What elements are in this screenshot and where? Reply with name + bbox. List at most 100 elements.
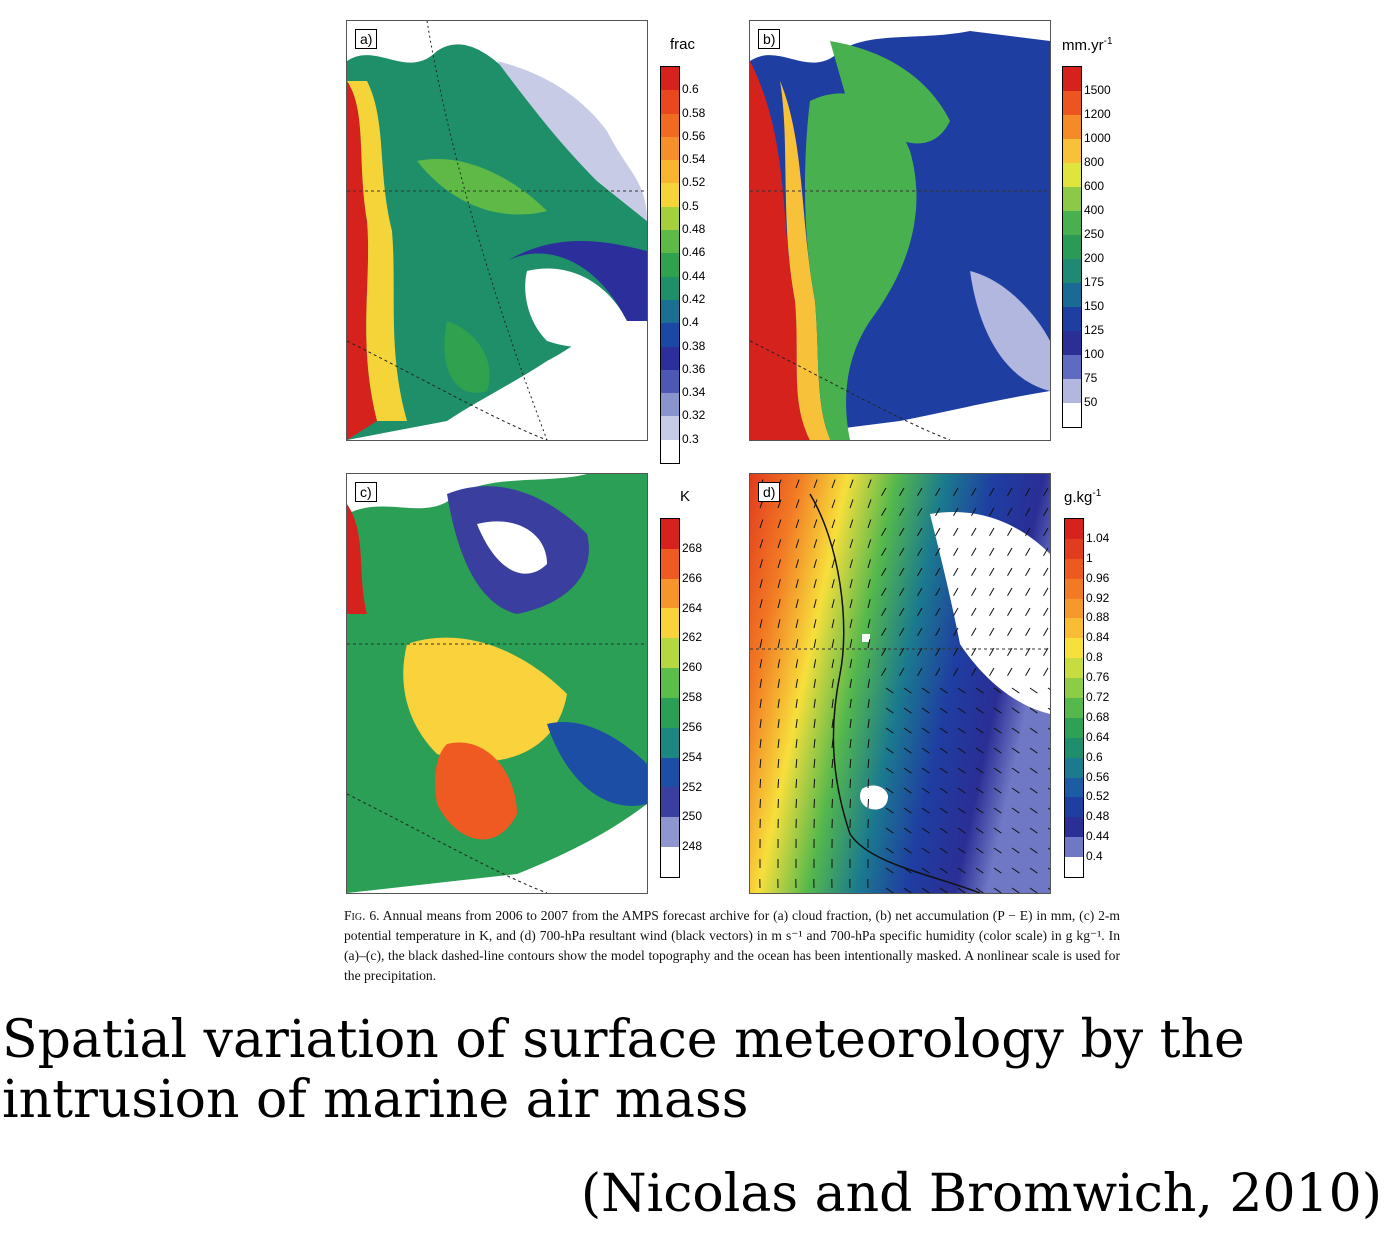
wind-vector (953, 527, 959, 537)
colorbar-swatch (1063, 235, 1081, 259)
colorbar-tick-label: 262 (682, 630, 703, 645)
wind-vector (935, 647, 941, 657)
wind-vector (813, 619, 817, 629)
wind-vector (849, 579, 853, 589)
colorbar-tick-label: 254 (682, 749, 703, 764)
wind-vector (1025, 487, 1031, 497)
wind-vector (831, 619, 835, 629)
wind-vector (939, 727, 948, 734)
wind-vector (975, 707, 984, 714)
wind-vector (1043, 547, 1049, 557)
wind-vector (777, 599, 781, 609)
wind-vector (813, 679, 816, 689)
colorbar-tick-label: 0.52 (1086, 789, 1110, 804)
panel-b-label: b) (758, 29, 781, 49)
colorbar-swatch (1065, 519, 1083, 539)
panel-c-map: c) (346, 473, 648, 894)
wind-vector (795, 599, 799, 609)
wind-vector (921, 827, 930, 834)
wind-vector (831, 798, 833, 809)
wind-vector (831, 559, 835, 569)
colorbar-c-scale (660, 518, 680, 878)
wind-vector (957, 747, 966, 754)
wind-vector (795, 758, 798, 769)
wind-vector (813, 659, 817, 669)
wind-vector (1025, 547, 1031, 557)
wind-vector (935, 547, 941, 557)
wind-vector (1011, 687, 1020, 694)
colorbar-tick-label: 0.54 (682, 152, 706, 167)
wind-vector (1011, 807, 1020, 814)
wind-vector (921, 727, 930, 734)
wind-vector (899, 487, 905, 497)
colorbar-swatch (1065, 658, 1083, 679)
wind-vector (939, 847, 948, 854)
wind-vector (831, 758, 834, 769)
wind-vector (989, 507, 995, 517)
colorbar-swatch (661, 578, 679, 609)
colorbar-swatch (1063, 187, 1081, 211)
colorbar-tick-label: 0.76 (1086, 670, 1110, 685)
colorbar-tick-label: 1000 (1084, 131, 1111, 145)
wind-vector (849, 659, 853, 669)
figure-number: Fig. 6. (344, 908, 380, 923)
colorbar-swatch (1063, 163, 1081, 187)
colorbar-swatch (1065, 857, 1083, 878)
wind-vector (1011, 847, 1020, 854)
wind-vector (1043, 647, 1049, 657)
wind-vector (1011, 727, 1020, 734)
wind-vector (1047, 847, 1050, 850)
wind-vector (867, 778, 870, 789)
wind-vector (759, 599, 763, 609)
wind-vector (921, 887, 930, 893)
wind-vector (935, 567, 941, 577)
colorbar-swatch (661, 638, 679, 669)
colorbar-swatch (1065, 578, 1083, 599)
wind-vector (1007, 547, 1013, 557)
wind-vector (831, 539, 836, 549)
colorbar-swatch (661, 817, 679, 848)
wind-vector (849, 798, 851, 809)
colorbar-tick-label: 266 (682, 570, 703, 585)
colorbar-tick-label: 0.52 (682, 175, 706, 190)
colorbar-swatch (661, 697, 679, 728)
wind-vector (953, 607, 959, 617)
wind-vector (885, 887, 894, 893)
colorbar-swatch (661, 276, 679, 300)
wind-vector (989, 487, 995, 497)
wind-vector (867, 599, 871, 609)
wind-vector (993, 687, 1002, 694)
colorbar-swatch (1065, 638, 1083, 659)
wind-vector (939, 767, 948, 774)
colorbar-swatch (661, 727, 679, 758)
wind-vector (1011, 787, 1020, 794)
wind-vector (1025, 667, 1031, 677)
colorbar-b-unit: mm.yr-1 (1062, 36, 1113, 54)
wind-vector (903, 787, 912, 794)
wind-vector (989, 607, 995, 617)
wind-vector (971, 547, 977, 557)
wind-vector (935, 607, 941, 617)
wind-vector (795, 659, 799, 669)
wind-vector (903, 867, 912, 874)
wind-vector (885, 727, 894, 734)
wind-vector (795, 719, 798, 729)
caption-text: Annual means from 2006 to 2007 from the … (344, 908, 1121, 983)
colorbar-tick-label: 0.34 (682, 385, 706, 400)
colorbar-swatch (1063, 67, 1081, 91)
wind-vector (993, 847, 1002, 854)
wind-vector (813, 539, 818, 549)
wind-vector (777, 619, 781, 629)
colorbar-swatch (1063, 403, 1081, 427)
colorbar-tick-label: 400 (1084, 203, 1105, 217)
wind-vector (903, 727, 912, 734)
colorbar-swatch (661, 416, 679, 440)
wind-vector (1025, 607, 1031, 617)
wind-vector (903, 827, 912, 834)
wind-vector (921, 807, 930, 814)
colorbar-swatch (661, 548, 679, 579)
wind-vector (813, 699, 816, 709)
wind-vector (813, 559, 817, 569)
colorbar-tick-label: 800 (1084, 155, 1105, 169)
wind-vector (831, 719, 834, 729)
